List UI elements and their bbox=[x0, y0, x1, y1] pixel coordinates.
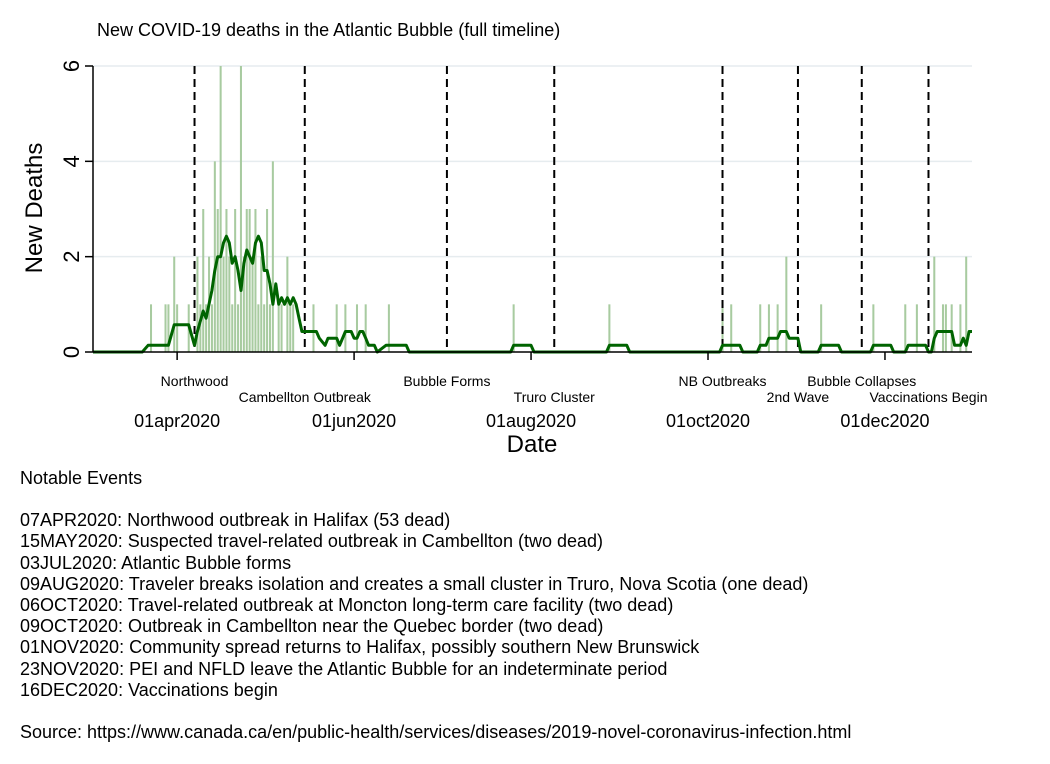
notable-events: Notable Events 07APR2020: Northwood outb… bbox=[20, 468, 808, 701]
death-bar bbox=[234, 209, 237, 352]
daily-death-bars bbox=[150, 66, 968, 352]
death-bar bbox=[228, 256, 231, 352]
event-label: Bubble Collapses bbox=[807, 373, 916, 389]
death-bar bbox=[251, 256, 254, 352]
event-note: 06OCT2020: Travel-related outbreak at Mo… bbox=[20, 595, 674, 616]
source-citation: Source: https://www.canada.ca/en/public-… bbox=[20, 722, 852, 742]
death-bar bbox=[254, 209, 257, 352]
death-bar bbox=[225, 209, 228, 352]
x-tick-label: 01oct2020 bbox=[666, 411, 750, 431]
death-bar bbox=[286, 256, 289, 352]
death-bar bbox=[277, 304, 280, 352]
death-bar bbox=[222, 256, 225, 352]
event-label: NB Outbreaks bbox=[679, 373, 767, 389]
death-bar bbox=[266, 209, 269, 352]
x-tick-label: 01dec2020 bbox=[840, 411, 929, 431]
death-bar bbox=[512, 304, 515, 352]
death-bar bbox=[767, 304, 770, 352]
death-bar bbox=[213, 161, 216, 352]
deaths-chart: Northwood Cambellton Outbreak Bubble Forms… bbox=[21, 60, 988, 458]
death-bar bbox=[173, 256, 176, 352]
x-tick-label: 01apr2020 bbox=[134, 411, 220, 431]
death-bar bbox=[271, 161, 274, 352]
event-note: 09AUG2020: Traveler breaks isolation and… bbox=[20, 573, 809, 594]
death-bar bbox=[933, 256, 936, 352]
event-note: 03JUL2020: Atlantic Bubble forms bbox=[20, 552, 292, 573]
death-bar bbox=[872, 304, 875, 352]
death-bar bbox=[210, 304, 213, 352]
death-bar bbox=[216, 209, 219, 352]
notes-heading: Notable Events bbox=[20, 468, 143, 488]
event-note: 15MAY2020: Suspected travel-related outb… bbox=[20, 531, 603, 552]
death-bar bbox=[335, 304, 338, 352]
death-bar bbox=[260, 256, 263, 352]
death-bar bbox=[248, 209, 251, 352]
death-bar bbox=[245, 209, 248, 352]
event-lines: Northwood Cambellton Outbreak Bubble Forms… bbox=[161, 66, 988, 405]
death-bar bbox=[237, 304, 240, 352]
death-bar bbox=[608, 304, 611, 352]
events-list: 07APR2020: Northwood outbreak in Halifax… bbox=[20, 510, 808, 701]
event-note: 01NOV2020: Community spread returns to H… bbox=[20, 637, 700, 658]
death-bar bbox=[904, 304, 907, 352]
death-bar bbox=[759, 304, 762, 352]
death-bar bbox=[915, 304, 918, 352]
death-bar bbox=[944, 304, 947, 352]
death-bar bbox=[202, 209, 205, 352]
death-bar bbox=[196, 256, 199, 352]
moving-average-line bbox=[93, 234, 972, 354]
y-tick-label: 4 bbox=[59, 155, 84, 167]
y-tick-label: 6 bbox=[59, 60, 84, 72]
death-bar bbox=[820, 304, 823, 352]
death-bar bbox=[176, 304, 179, 352]
event-label: 2nd Wave bbox=[767, 389, 830, 405]
event-note: 09OCT2020: Outbreak in Cambellton near t… bbox=[20, 616, 604, 637]
death-bar bbox=[219, 66, 222, 352]
moving-average-path bbox=[93, 234, 972, 354]
x-tick-label: 01aug2020 bbox=[486, 411, 576, 431]
gridlines bbox=[93, 65, 972, 258]
death-bar bbox=[280, 304, 283, 352]
death-bar bbox=[959, 304, 962, 352]
death-bar bbox=[776, 304, 779, 352]
y-tick-label: 0 bbox=[59, 346, 84, 358]
death-bar bbox=[950, 304, 953, 352]
death-bar bbox=[785, 256, 788, 352]
death-bar bbox=[263, 304, 266, 352]
death-bar bbox=[364, 304, 367, 352]
y-tick-label: 2 bbox=[59, 251, 84, 263]
death-bar bbox=[199, 304, 202, 352]
death-bar bbox=[289, 304, 292, 352]
x-tick-label: 01jun2020 bbox=[312, 411, 396, 431]
death-bar bbox=[167, 304, 170, 352]
x-axis-label: Date bbox=[507, 431, 558, 458]
death-bar bbox=[355, 304, 359, 352]
event-label: Bubble Forms bbox=[403, 373, 490, 389]
death-bar bbox=[312, 304, 315, 352]
y-axis-label: New Deaths bbox=[21, 143, 48, 274]
death-bar bbox=[965, 256, 968, 352]
death-bar bbox=[205, 304, 208, 352]
chart-title: New COVID-19 deaths in the Atlantic Bubb… bbox=[97, 20, 561, 40]
death-bar bbox=[231, 304, 234, 352]
death-bar bbox=[387, 304, 390, 352]
death-bar bbox=[164, 304, 167, 352]
death-bar bbox=[292, 304, 295, 352]
death-bar bbox=[730, 304, 733, 352]
death-bar bbox=[268, 304, 271, 352]
death-bar bbox=[150, 304, 153, 352]
axes: 0 2 4 6 01apr2020 01jun2020 01aug2020 01oct2020… bbox=[59, 60, 972, 431]
event-label: Truro Cluster bbox=[514, 389, 596, 405]
event-label: Cambellton Outbreak bbox=[239, 389, 372, 405]
death-bar bbox=[257, 304, 260, 352]
death-bar bbox=[242, 256, 245, 352]
event-label: Vaccinations Begin bbox=[869, 389, 987, 405]
event-label: Northwood bbox=[161, 373, 229, 389]
event-note: 07APR2020: Northwood outbreak in Halifax… bbox=[20, 510, 451, 531]
death-bar bbox=[941, 304, 945, 352]
death-bar bbox=[344, 304, 347, 352]
event-note: 23NOV2020: PEI and NFLD leave the Atlant… bbox=[20, 658, 668, 679]
event-note: 16DEC2020: Vaccinations begin bbox=[20, 679, 278, 700]
death-bar bbox=[239, 66, 242, 352]
